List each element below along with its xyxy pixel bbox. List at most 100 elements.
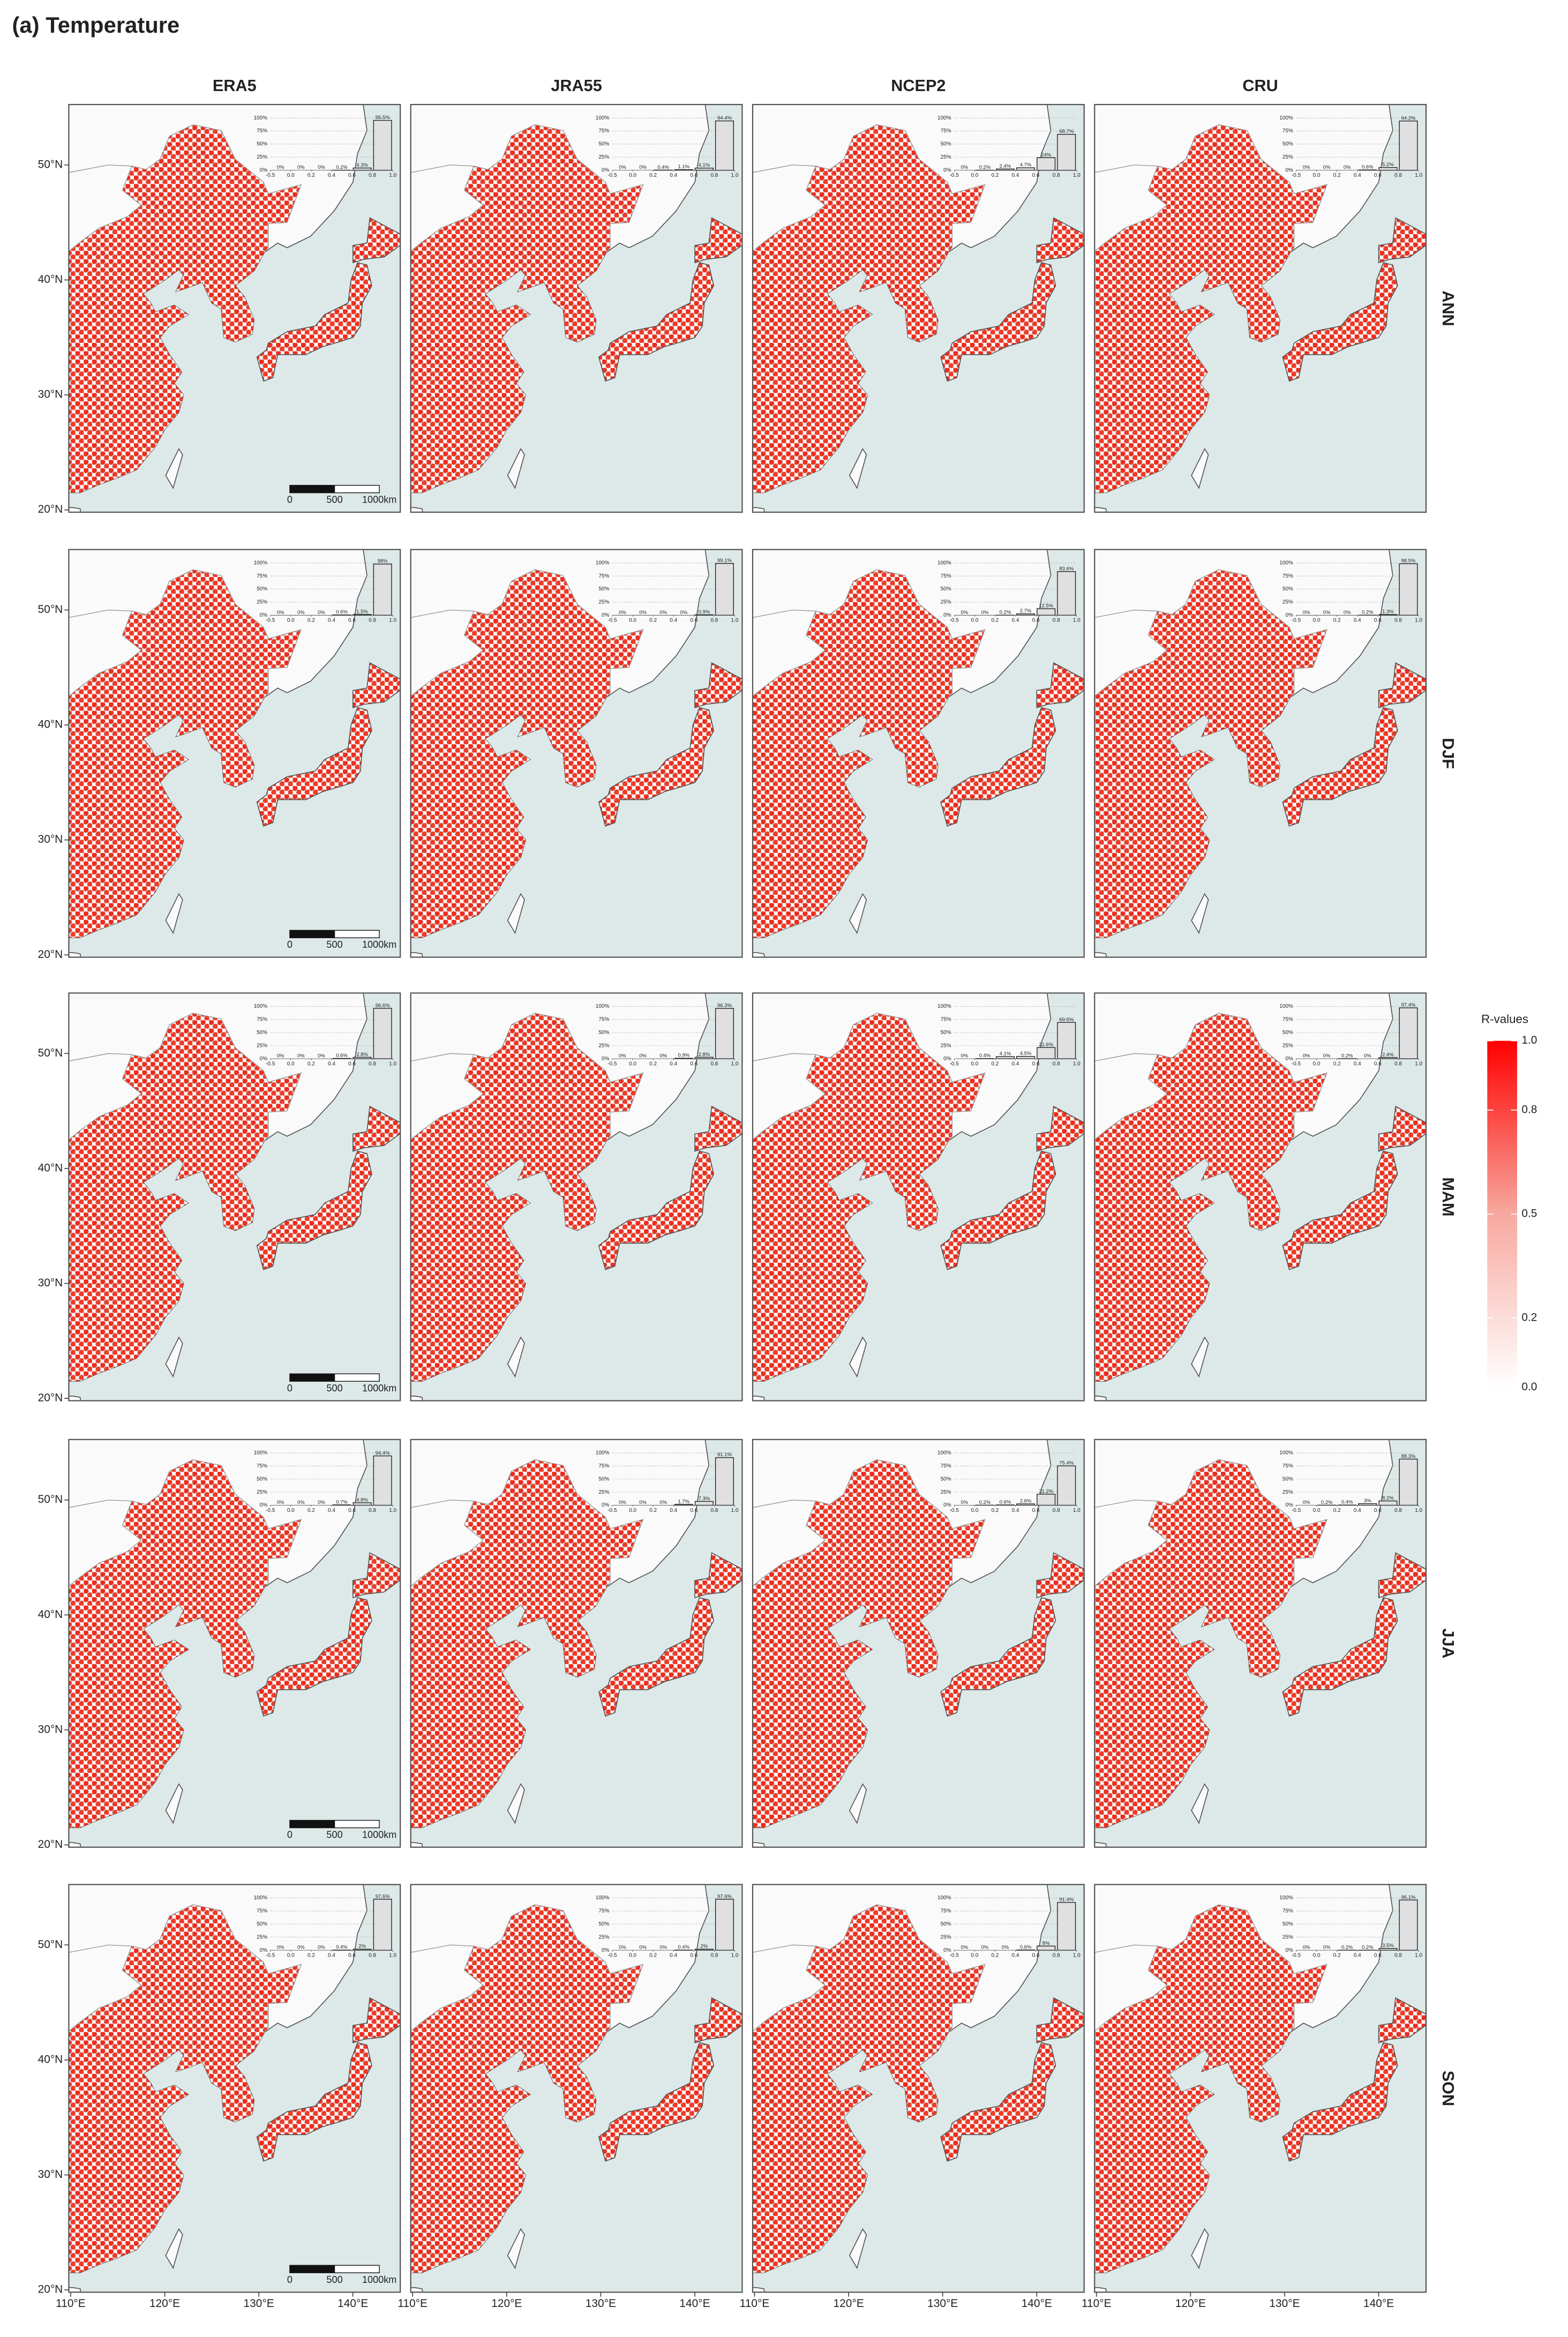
hainan — [1094, 1842, 1107, 1847]
inset-y-tick-label: 50% — [257, 1476, 267, 1482]
legend-tick-label: 0.8 — [1521, 1104, 1537, 1116]
inset-y-tick-label: 100% — [937, 1450, 951, 1456]
taiwan — [1191, 1783, 1209, 1824]
inset-y-tick-label: 50% — [598, 1030, 609, 1036]
inset-x-tick-label: 0.8 — [1394, 1508, 1402, 1514]
inset-bar — [1057, 571, 1076, 616]
scale-bar-label: 500 — [326, 1829, 342, 1840]
inset-y-tick-label: 25% — [257, 1489, 267, 1495]
scale-bar-label: 500 — [326, 2274, 342, 2285]
panel-frame — [752, 1439, 1085, 1848]
inset-x-tick-label: 0.0 — [629, 1953, 636, 1959]
taiwan — [507, 2228, 525, 2269]
border — [1094, 166, 1168, 252]
inset-x-tick-label: 0.6 — [690, 1061, 697, 1067]
inset-value-label: 0% — [318, 1945, 325, 1951]
inset-value-label: 0% — [961, 1500, 968, 1505]
japan — [1282, 707, 1398, 827]
inset-value-label: 0% — [1303, 1053, 1310, 1059]
border — [752, 1459, 986, 1588]
inset-value-label: 0% — [297, 1500, 305, 1505]
hainan — [410, 952, 423, 957]
map-panel: 0% 25% 50% 75% 100% -0.5 0.0 0.2 0.4 0.6 0.8 1.0 0% 0… — [752, 103, 1085, 513]
inset-value-label: 0% — [318, 1500, 325, 1505]
border — [69, 1054, 142, 1141]
inset-y-tick-label: 25% — [941, 1934, 951, 1940]
hainan — [752, 2287, 765, 2293]
inset-y-tick-label: 100% — [1279, 1003, 1293, 1009]
inset-x-tick-label: -0.5 — [607, 1953, 617, 1959]
inset-bar — [1016, 167, 1036, 171]
panel-frame — [752, 103, 1085, 513]
inset-value-label: 0% — [1002, 1945, 1009, 1951]
inset-value-label: 75.4% — [1059, 1460, 1074, 1466]
japan — [256, 707, 372, 827]
inset-value-label: 0.2% — [1362, 1944, 1374, 1950]
lat-tick-label: 20°N — [38, 503, 63, 515]
inset-y-tick-label: 25% — [1282, 1934, 1293, 1940]
inset-value-label: 0% — [659, 610, 667, 616]
land — [1094, 993, 1427, 1401]
inset-y-tick-label: 0% — [1285, 1502, 1293, 1508]
inset-value-label: 0% — [297, 164, 305, 170]
panel-frame — [410, 103, 743, 513]
inset-y-tick-label: 0% — [943, 1947, 951, 1953]
inset-x-tick-label: 0.0 — [629, 1061, 636, 1067]
inset-value-label: 0% — [981, 1945, 989, 1951]
inset-x-tick-label: 1.0 — [1415, 1508, 1422, 1514]
inset-x-tick-label: 0.6 — [690, 1508, 697, 1514]
inset-value-label: 2.4% — [1382, 1052, 1394, 1058]
taiwan — [1191, 1336, 1209, 1378]
japan — [598, 1150, 715, 1270]
inset-y-tick-label: 50% — [1282, 586, 1293, 592]
inset-x-tick-label: 0.2 — [307, 618, 315, 624]
inset-x-tick-label: 1.0 — [1415, 1061, 1422, 1067]
inset-x-tick-label: 1.0 — [1073, 1508, 1081, 1514]
panel-frame — [410, 1884, 743, 2293]
panel-frame — [410, 1439, 743, 1848]
station-area — [1228, 1141, 1291, 1231]
map-panel: 0% 25% 50% 75% 100% -0.5 0.0 0.2 0.4 0.6 0.8 1.0 0% 0… — [68, 1439, 401, 1848]
inset-y-tick-label: 50% — [1282, 141, 1293, 147]
panel-frame — [68, 992, 401, 1402]
inset-value-label: 0.2% — [979, 1500, 991, 1505]
inset-y-tick-label: 0% — [260, 1947, 268, 1953]
panel-frame — [68, 549, 401, 958]
station-area — [410, 1905, 643, 2273]
inset-bar — [1057, 1902, 1076, 1951]
inset-x-tick-label: 1.0 — [1073, 618, 1081, 624]
legend-tick-label: 0.2 — [1521, 1312, 1537, 1324]
inset-x-tick-label: 0.4 — [328, 618, 335, 624]
inset-y-tick-label: 25% — [257, 154, 267, 160]
inset-bar — [352, 1502, 372, 1506]
inset-y-tick-label: 0% — [943, 1056, 951, 1062]
inset-value-label: 97.6% — [717, 1893, 732, 1899]
lon-tick-label: 110°E — [1082, 2297, 1112, 2310]
inset-value-label: 0.2% — [336, 164, 348, 170]
border — [69, 124, 302, 253]
row-label: DJF — [1439, 738, 1457, 769]
scale-bar-label: 500 — [326, 939, 342, 950]
inset-y-tick-label: 50% — [257, 586, 267, 592]
inset-value-label: 0.4% — [657, 164, 669, 170]
inset-value-label: 83.6% — [1059, 566, 1074, 572]
inset-x-tick-label: 0.8 — [1394, 1953, 1402, 1959]
lon-tick-label: 130°E — [586, 2297, 616, 2310]
station-area — [886, 1141, 949, 1231]
lon-tick-label: 130°E — [244, 2297, 274, 2310]
inset-x-tick-label: 0.4 — [670, 173, 677, 178]
inset-bar — [1057, 1465, 1076, 1506]
inset-value-label: 8.2% — [1382, 1495, 1394, 1501]
lat-tick-label: 50°N — [38, 603, 63, 616]
border — [1094, 1904, 1328, 2033]
lat-tick-label: 40°N — [38, 718, 63, 731]
border — [410, 569, 644, 698]
border — [1094, 1013, 1328, 1141]
inset-bar — [373, 1899, 392, 1951]
inset-value-label: 0% — [680, 610, 687, 616]
inset-value-label: 2.8% — [699, 1052, 710, 1058]
lon-tick-label: 120°E — [833, 2297, 864, 2310]
inset-x-tick-label: 1.0 — [1415, 173, 1422, 178]
inset-value-label: 0% — [619, 1945, 626, 1951]
taiwan — [1191, 2228, 1209, 2269]
